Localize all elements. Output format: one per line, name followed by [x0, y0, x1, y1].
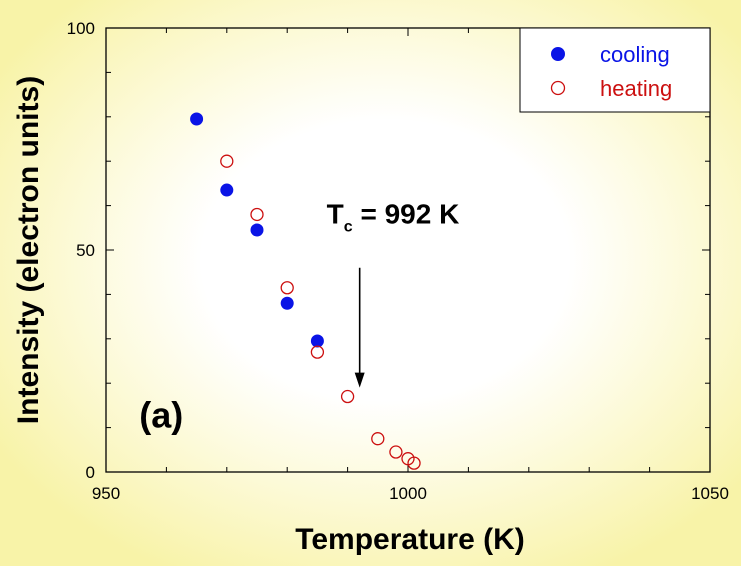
- heating-point: [220, 154, 234, 168]
- tc-arrow-head: [354, 372, 365, 388]
- y-axis-title: Intensity (electron units): [12, 76, 45, 424]
- heating-point: [280, 281, 294, 295]
- cooling-point: [220, 183, 234, 197]
- x-axis-title: Temperature (K): [295, 523, 524, 556]
- tc-subscript: c: [344, 218, 353, 235]
- y-tick-label: 50: [76, 241, 95, 260]
- cooling-legend-marker: [551, 47, 565, 61]
- legend-box: [519, 27, 711, 113]
- tc-value: = 992 K: [353, 198, 460, 229]
- legend: cooling heating: [519, 27, 711, 113]
- y-tick-label: 100: [67, 19, 95, 38]
- cooling-legend-label: cooling: [600, 42, 670, 67]
- y-tick-label: 0: [86, 463, 95, 482]
- cooling-point: [190, 112, 204, 126]
- tick-labels: 950 1000 1050 0 50 100: [67, 19, 729, 503]
- cooling-point: [280, 296, 294, 310]
- tc-prefix: T: [327, 198, 344, 229]
- panel-label: (a): [139, 395, 183, 436]
- heating-legend-label: heating: [600, 76, 672, 101]
- heating-point: [310, 345, 325, 359]
- x-tick-label: 1050: [691, 484, 729, 503]
- tc-label: Tc = 992 K: [327, 198, 460, 235]
- heating-point: [389, 445, 403, 459]
- heating-point: [340, 389, 355, 404]
- heating-point: [250, 207, 264, 222]
- cooling-point: [310, 334, 324, 348]
- cooling-point: [250, 223, 264, 237]
- heating-legend-marker: [550, 80, 566, 96]
- x-tick-label: 1000: [389, 484, 427, 503]
- heating-point: [407, 456, 421, 470]
- data-points: [190, 112, 421, 470]
- tc-annotation: Tc = 992 K: [327, 198, 460, 388]
- heating-point: [371, 432, 385, 446]
- x-tick-label: 950: [92, 484, 120, 503]
